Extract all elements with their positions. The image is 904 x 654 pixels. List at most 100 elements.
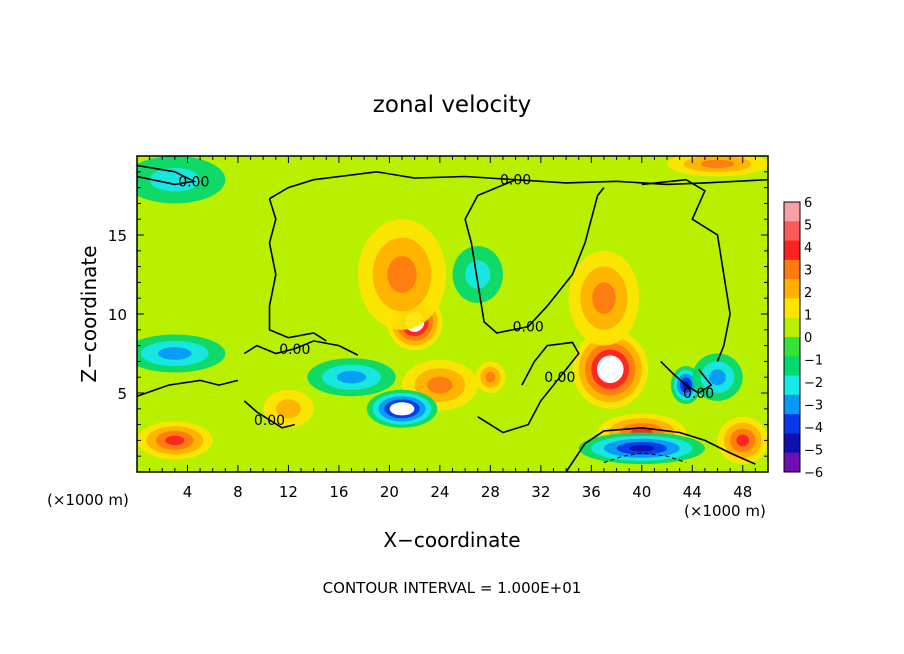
field-band [336, 370, 367, 384]
x-tick-label: 48 [733, 483, 752, 501]
colorbar-label: 5 [804, 219, 812, 234]
field-band [709, 369, 726, 386]
colorbar-swatch [784, 240, 800, 261]
contour-line [137, 164, 197, 186]
colorbar-label: −1 [804, 354, 823, 369]
field-blob [137, 156, 226, 204]
colorbar-swatch [784, 279, 800, 299]
x-unit-right: (×1000 m) [684, 502, 766, 520]
colorbar-swatch [784, 433, 800, 454]
y-tick-label: 10 [108, 306, 127, 324]
field-band [149, 167, 201, 192]
field-band [427, 376, 453, 394]
colorbar-swatch [784, 414, 800, 434]
field-blob [307, 358, 396, 397]
x-tick-label: 36 [582, 483, 601, 501]
field-blob [578, 432, 705, 465]
contour-line [565, 426, 756, 472]
colorbar-label: −2 [804, 376, 823, 391]
contour-line [137, 379, 239, 397]
contour-label: 0.00 [513, 320, 544, 336]
field-blob [137, 334, 226, 373]
colorbar-label: 6 [804, 196, 812, 211]
field-band [465, 260, 491, 289]
field-blob [475, 361, 506, 394]
colorbar-label: −3 [804, 399, 823, 414]
x-axis: 4 8 12 16 20 24 28 32 36 40 44 48 [149, 156, 756, 501]
field-blob [572, 329, 649, 409]
contour-line [464, 178, 605, 334]
colorbar-swatch [784, 221, 800, 241]
colorbar-label: 3 [804, 264, 812, 279]
colorbar-label: −4 [804, 421, 823, 436]
contour-line [268, 198, 327, 342]
field-band [158, 347, 192, 360]
y-axis-label: Z−coordinate [77, 245, 101, 382]
contour-line [243, 400, 295, 429]
y-tick-label: 15 [108, 227, 127, 245]
colorbar-label: 4 [804, 241, 812, 256]
y-axis: 5 10 15 [108, 171, 768, 457]
field-blob [263, 389, 314, 428]
velocity-field [137, 156, 768, 465]
x-tick-label: 4 [183, 483, 193, 501]
x-tick-label: 24 [430, 483, 449, 501]
colorbar-swatch [784, 356, 800, 376]
colorbar-swatch [784, 298, 800, 319]
x-tick-label: 20 [380, 483, 399, 501]
field-band [700, 159, 735, 169]
chart-title: zonal velocity [373, 92, 531, 118]
contour-line [243, 340, 359, 356]
field-band [165, 435, 185, 446]
field-band [736, 434, 750, 447]
field-band [592, 282, 616, 315]
x-tick-label: 8 [233, 483, 243, 501]
colorbar: 6 5 4 3 2 1 0 −1 −2 −3 −4 −5 −6 [783, 196, 823, 481]
colorbar-label: −6 [804, 466, 823, 481]
contour-label: 0.00 [500, 173, 531, 189]
field-peak [596, 355, 624, 384]
colorbar-frame [783, 201, 801, 473]
colorbar-swatch [784, 337, 800, 357]
colorbar-swatch [784, 317, 800, 338]
x-axis-label: X−coordinate [383, 528, 520, 552]
field-blob [452, 246, 503, 303]
contour-label: 0.00 [683, 386, 714, 402]
x-tick-label: 44 [683, 483, 702, 501]
contour-label: 0.00 [279, 342, 310, 358]
y-tick-label: 5 [117, 385, 127, 403]
colorbar-label: 0 [804, 331, 812, 346]
field-blob [717, 416, 768, 465]
colorbar-swatch [784, 375, 800, 396]
field-blob [137, 421, 213, 460]
x-unit-left: (×1000 m) [47, 491, 129, 509]
contour-line [660, 360, 713, 394]
field-band [485, 371, 496, 383]
field-blob [357, 219, 447, 330]
contour-label: 0.00 [178, 174, 209, 190]
field-band [275, 399, 302, 419]
x-tick-label: 16 [329, 483, 348, 501]
contour-line-negative [603, 452, 687, 463]
colorbar-swatch [784, 394, 800, 415]
field-blob [366, 389, 438, 428]
x-tick-label: 12 [279, 483, 298, 501]
contour-line [269, 170, 768, 200]
colorbar-swatch [784, 202, 800, 222]
x-tick-label: 40 [632, 483, 651, 501]
colorbar-label: −5 [804, 444, 823, 459]
contour-label: 0.00 [544, 370, 575, 386]
field-band [387, 256, 417, 293]
field-blob [568, 250, 640, 346]
x-tick-label: 32 [531, 483, 550, 501]
plot-area: 0.00 0.00 0.00 0.00 0.00 0.00 0.00 [137, 156, 768, 472]
field-blob [667, 156, 768, 177]
contour-line [641, 178, 731, 362]
colorbar-label: 1 [804, 309, 812, 324]
x-tick-label: 28 [481, 483, 500, 501]
contour-interval-note: CONTOUR INTERVAL = 1.000E+01 [323, 579, 582, 597]
field-band [629, 445, 655, 452]
colorbar-label: 2 [804, 286, 812, 301]
contour-label: 0.00 [254, 413, 285, 429]
